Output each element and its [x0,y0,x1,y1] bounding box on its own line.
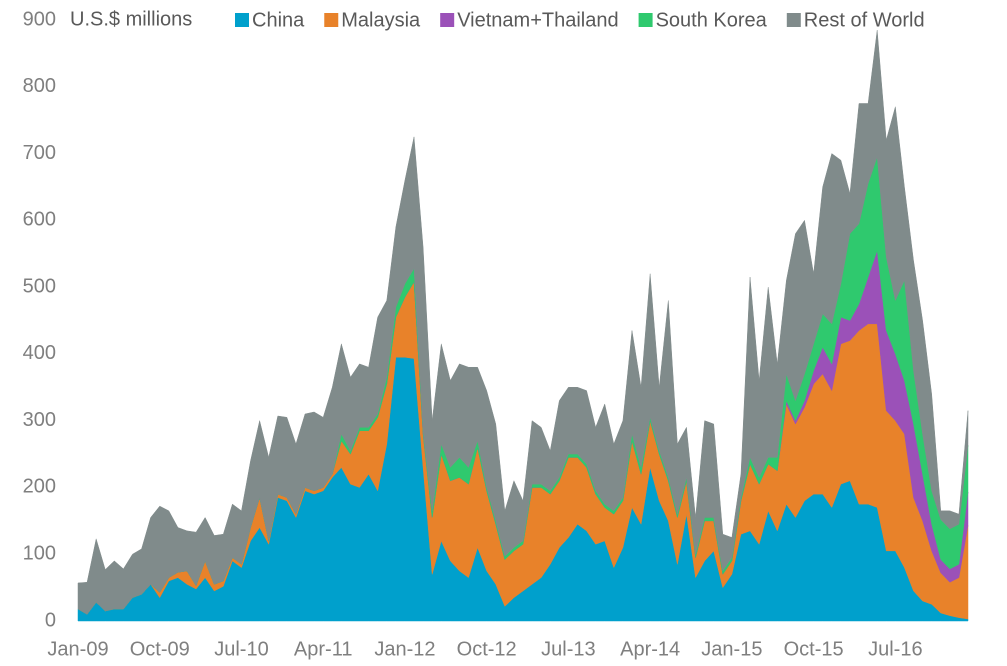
x-tick-label: Oct-12 [457,638,517,660]
legend-swatch [786,13,801,27]
y-tick-label: 0 [45,609,56,631]
legend-label: Malaysia [341,9,421,31]
y-tick-label: 100 [23,543,56,565]
plot-area [77,29,969,622]
legend-swatch [324,13,339,27]
x-tick-label: Oct-09 [130,638,190,660]
x-tick-label: Jul-10 [214,638,268,660]
x-tick-label: Oct-15 [784,638,844,660]
legend-swatch [638,13,653,27]
x-tick-label: Jul-13 [541,638,595,660]
x-tick-label: Jan-15 [701,638,762,660]
x-tick-label: Jan-12 [374,638,435,660]
x-tick-label: Jan-09 [47,638,108,660]
x-tick-label: Jul-16 [868,638,922,660]
area [77,29,969,615]
y-axis-label: U.S.$ millions [70,8,192,30]
y-tick-label: 400 [23,342,56,364]
x-tick-label: Apr-14 [620,638,680,660]
legend-label: Vietnam+Thailand [457,9,618,31]
y-tick-label: 500 [23,275,56,297]
legend-label: Rest of World [804,9,925,31]
legend-label: China [252,9,305,31]
y-tick-label: 300 [23,409,56,431]
y-tick-label: 700 [23,142,56,164]
x-tick-label: Apr-11 [294,638,353,660]
y-tick-label: 800 [23,75,56,97]
y-tick-label: 600 [23,209,56,231]
legend-swatch [235,13,249,27]
legend-label: South Korea [656,9,768,31]
legend-swatch [440,13,455,27]
y-tick-label: 200 [23,476,56,498]
y-tick-label: 900 [23,8,56,30]
